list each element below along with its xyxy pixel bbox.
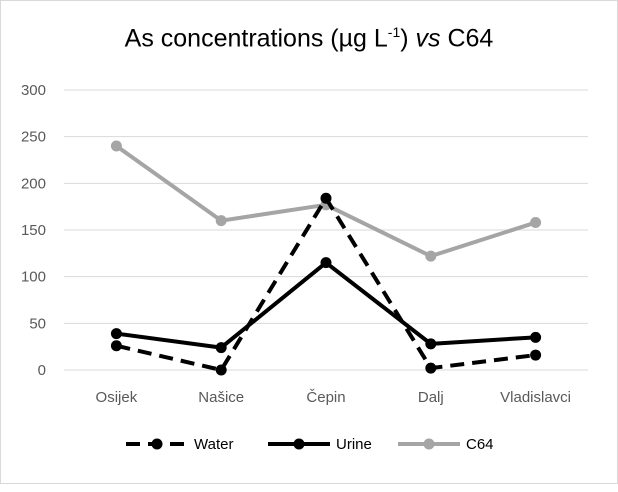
data-point-c64 (110, 140, 122, 152)
legend-marker-c64 (423, 438, 435, 450)
data-point-water (110, 340, 122, 352)
y-tick-label: 300 (21, 82, 46, 99)
y-tick-label: 50 (29, 315, 46, 332)
x-tick-label: Našice (198, 389, 244, 406)
y-tick-label: 0 (38, 362, 46, 379)
y-axis-ticks: 0 50 100 150 200 250 300 (21, 82, 46, 379)
series-line-urine (116, 260, 536, 350)
data-point-water (425, 362, 437, 374)
data-point-c64 (425, 250, 437, 262)
legend-label-urine: Urine (336, 436, 372, 453)
series-line-water (115, 196, 536, 372)
data-point-urine (320, 257, 332, 269)
legend-marker-urine (293, 438, 305, 450)
data-point-water (320, 192, 332, 204)
legend-label-c64: C64 (466, 436, 494, 453)
data-point-water (530, 349, 542, 361)
data-point-c64 (530, 217, 542, 229)
legend-marker-water (151, 438, 163, 450)
x-tick-label: Vladislavci (500, 389, 571, 406)
gridlines (64, 89, 588, 371)
x-tick-label: Čepin (306, 389, 345, 406)
x-axis-ticks: Osijek Našice Čepin Dalj Vladislavci (96, 389, 571, 406)
y-tick-label: 250 (21, 129, 46, 146)
data-point-urine (215, 342, 227, 354)
y-tick-label: 100 (21, 269, 46, 286)
legend-label-water: Water (194, 436, 233, 453)
x-tick-label: Dalj (418, 389, 444, 406)
data-point-urine (110, 328, 122, 340)
data-point-urine (530, 331, 542, 343)
data-point-urine (425, 338, 437, 350)
data-point-water (215, 364, 227, 376)
chart-title: As concentrations (µg L-1) vs C64 (124, 24, 494, 53)
data-point-c64 (215, 215, 227, 227)
legend: Water Urine C64 (126, 436, 494, 453)
y-tick-label: 150 (21, 222, 46, 239)
series-lines (110, 140, 542, 376)
y-tick-label: 200 (21, 175, 46, 192)
x-tick-label: Osijek (96, 389, 138, 406)
